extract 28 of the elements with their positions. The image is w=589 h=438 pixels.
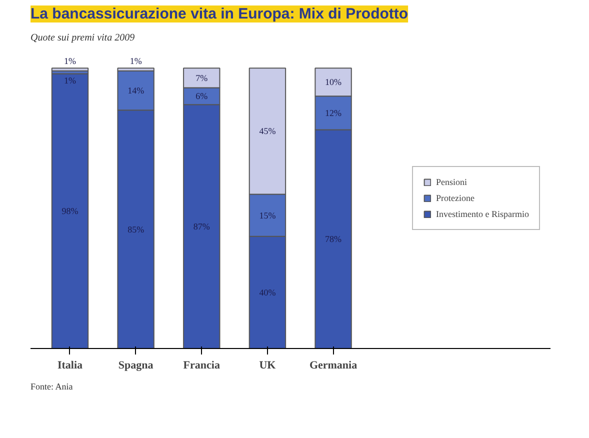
data-label: 78% [325,234,342,244]
x-tick-label: UK [259,360,276,372]
source-note: Fonte: Ania [30,382,73,392]
chart-subtitle: Quote sui premi vita 2009 [30,32,135,44]
data-label: 1% [130,56,142,66]
data-label: 98% [62,206,79,216]
data-label: 15% [259,210,276,220]
x-tick-label: Italia [57,360,84,372]
bar [51,68,89,72]
data-label: 12% [325,108,342,118]
bar [51,73,89,348]
data-label: 87% [193,222,210,232]
chart-title: La bancassicurazione vita in Europa: Mix di Prodotto [30,6,408,22]
legend-label: Pensioni [436,177,468,187]
data-label: 10% [325,77,342,88]
x-tick-label: Spagna [118,360,154,372]
legend-label: Investimento e Risparmio [436,209,529,219]
x-tick-label: Germania [309,360,358,372]
data-label: 1% [64,56,76,66]
legend-label: Protezione [436,193,475,203]
data-label: 40% [259,287,276,298]
data-label: 7% [196,72,208,83]
data-label: 45% [259,126,276,136]
data-label: 14% [128,86,145,96]
data-label: 1% [64,76,76,86]
data-label: 85% [128,224,145,234]
data-label: 6% [196,91,208,102]
x-tick-label: Francia [183,360,220,372]
